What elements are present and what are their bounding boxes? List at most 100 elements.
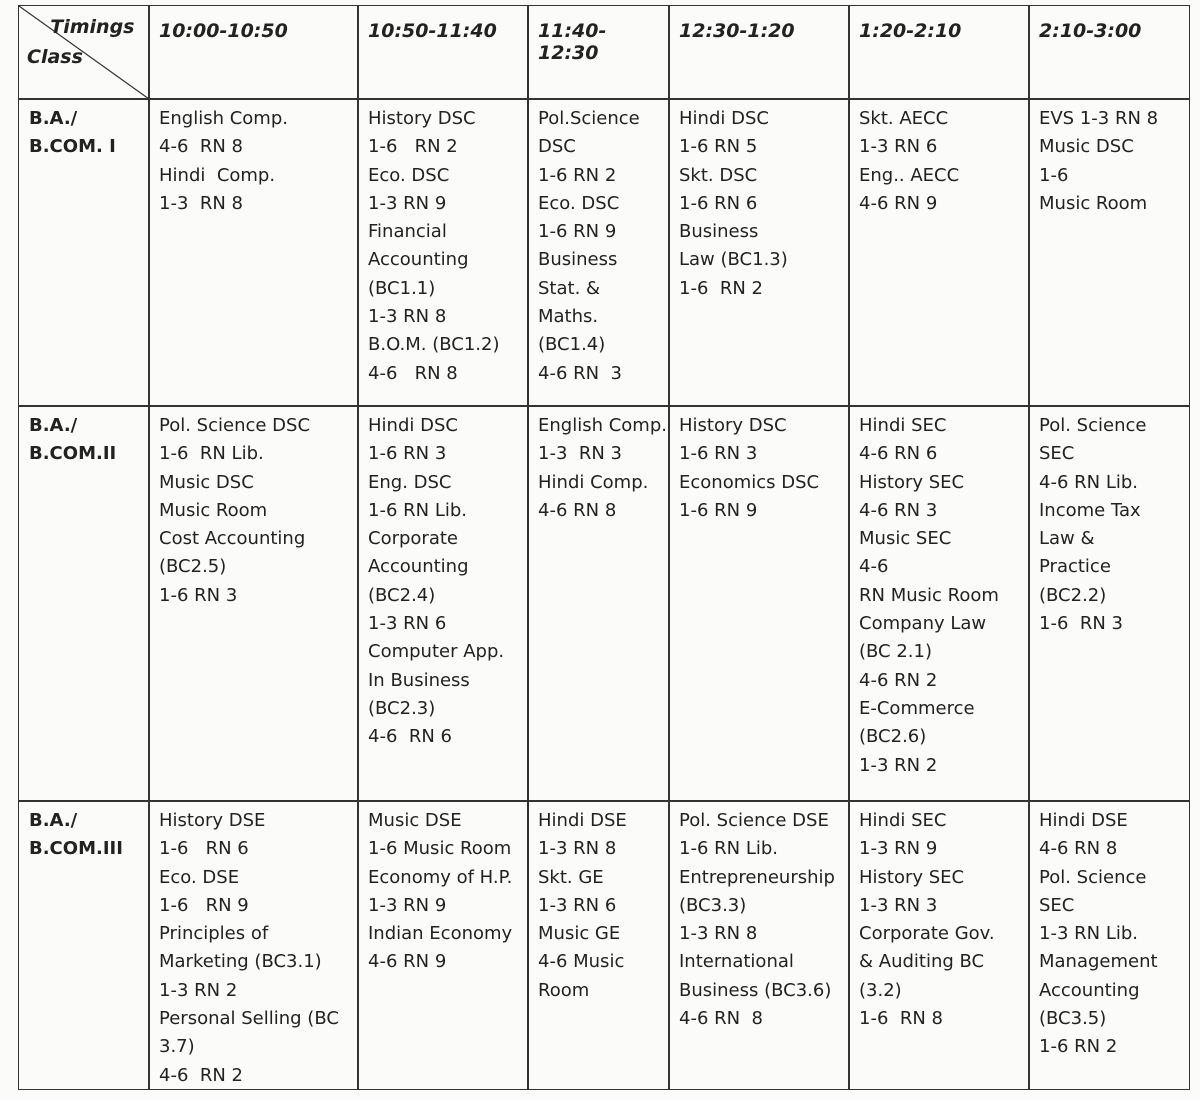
diagonal [19,6,149,99]
schedule-line: Income Tax [1039,499,1141,521]
schedule-line: In Business [368,669,470,691]
schedule-line: Hindi DSE [538,810,627,831]
schedule-line: 1-6 Music Room [368,838,512,860]
schedule-line: 1-6 RN 2 [679,277,763,299]
schedule-cell: Pol.Science DSC 1-6 RN 2 Eco. DSC 1-6 RN 9 Bu… [527,98,670,407]
schedule-line: (BC2.3) [368,697,436,719]
schedule-line: Pol.Science [538,108,640,129]
column-header: 10:50-11:40 [357,5,529,100]
schedule-line: 1-3 RN 2 [159,979,238,1001]
schedule-cell: English Comp. 1-3 RN 3 Hindi Comp. 4-6 RN 8 [527,405,670,802]
schedule-cell: History DSC 1-6 RN 2 Eco. DSC 1-3 RN 9 Finan… [357,98,529,407]
schedule-line: History DSE [159,810,266,831]
schedule-cell: Pol. Science DSE 1-6 RN Lib. Entrepreneurs… [668,800,850,1090]
schedule-cell: EVS 1-3 RN 8 Music DSC 1-6 Music Room [1028,98,1190,407]
class-cell: B.A./ B.COM. I [18,98,150,407]
schedule-cell: Hindi DSC 1-6 RN 3 Eng. DSC 1-6 RN Lib. Corp… [357,405,529,802]
schedule-line: History SEC [859,866,965,888]
schedule-line: 1-6 RN Lib. [679,838,778,860]
schedule-line: Accounting [368,249,469,271]
schedule-line: 4-6 RN 8 [679,1008,763,1030]
schedule-line: 1-3 RN 6 [538,894,617,916]
schedule-line: 1-6 RN 3 [679,443,758,465]
schedule-line: 4-6 RN 9 [368,951,447,973]
schedule-line: 1-3 RN 3 [538,443,622,465]
schedule-line: Eco. DSE [159,866,240,888]
schedule-line: Hindi Comp. [538,471,649,493]
schedule-line: Eco. DSC [368,164,450,186]
schedule-line: History DSC [679,415,787,436]
schedule-line: Stat. & [538,277,601,299]
schedule-line: 1-3 RN Lib. [1039,923,1138,945]
schedule-line: Corporate Gov. [859,923,995,945]
schedule-line: Business [679,221,759,243]
schedule-line: Hindi DSC [679,108,769,129]
schedule-line: 1-6 RN 3 [159,584,238,606]
schedule-line: Skt. AECC [859,108,949,129]
schedule-line: 4-6 RN 6 [368,726,452,748]
schedule-cell: Hindi DSC 1-6 RN 5 Skt. DSC 1-6 RN 6 Busines… [668,98,850,407]
diagonal-line [19,6,149,99]
schedule-line: 1-6 RN 9 [679,499,758,521]
schedule-line: Computer App. [368,641,505,663]
schedule-cell: Music DSE 1-6 Music Room Economy of H.P. 1-… [357,800,529,1090]
schedule-line: 1-6 RN 3 [368,443,447,465]
schedule-cell: History DSE 1-6 RN 6 Eco. DSE 1-6 RN 9 Princ… [148,800,359,1090]
schedule-line: 1-3 RN 8 [368,306,447,328]
schedule-line: 1-6 RN 5 [679,136,758,158]
schedule-line: Marketing (BC3.1) [159,951,322,973]
schedule-line: Hindi SEC [859,810,947,831]
schedule-line: RN Music Room [859,584,999,606]
time-slot: 2:10-3:00 [1039,20,1142,42]
schedule-line: 1-6 RN 9 [538,221,617,243]
schedule-line: Pol. Science [1039,866,1147,888]
schedule-line: Hindi Comp. [159,164,276,186]
schedule-line: (BC2.6) [859,726,927,748]
schedule-line: 4-6 RN Lib. [1039,471,1138,493]
schedule-line: Economics DSC [679,471,820,493]
schedule-line: 4-6 RN 8 [368,362,458,384]
time-slot: 11:40-12:30 [538,20,607,64]
schedule-line: 1-3 RN 9 [859,838,938,860]
schedule-line: (BC 2.1) [859,641,932,663]
schedule-line: English Comp. [538,415,667,436]
time-slot: 10:50-11:40 [368,20,497,42]
schedule-cell: Skt. AECC 1-3 RN 6 Eng.. AECC 4-6 RN 9 [848,98,1030,407]
schedule-line: (BC2.5) [159,556,227,578]
schedule-line: Practice [1039,556,1111,578]
schedule-line: 1-6 RN 2 [1039,1036,1118,1058]
schedule-line: Skt. GE [538,866,604,888]
corner-label: Timings [50,16,135,38]
schedule-line: Music DSE [368,810,462,831]
schedule-line: E-Commerce [859,697,975,719]
schedule-line: Personal Selling (BC [159,1008,339,1030]
schedule-line: Music Room [159,499,268,521]
schedule-line: Music DSC [1039,136,1134,158]
schedule-line: Hindi SEC [859,415,947,436]
schedule-line: 1-6 RN 6 [679,192,758,214]
class-cell: B.A./ B.COM.II [18,405,150,802]
schedule-line: (BC2.2) [1039,584,1107,606]
schedule-line: 4-6 RN 3 [538,362,622,384]
class-label: B.COM. I [29,136,116,157]
schedule-cell: History DSC 1-6 RN 3 Economics DSC 1-6 RN 9 [668,405,850,802]
schedule-line: Business (BC3.6) [679,979,832,1001]
schedule-line: Accounting [1039,979,1140,1001]
schedule-line: (BC3.3) [679,894,747,916]
class-cell: B.A./ B.COM.III [18,800,150,1090]
schedule-line: 1-3 RN 2 [859,754,938,776]
time-slot: 1:20-2:10 [859,20,962,42]
schedule-line: Music DSC [159,471,254,493]
schedule-line: 4-6 RN 2 [859,669,938,691]
schedule-line: B.O.M. (BC1.2) [368,334,500,356]
column-header: 1:20-2:10 [848,5,1030,100]
class-label: B.A./ [29,810,78,831]
time-slot: 10:00-10:50 [159,20,288,42]
schedule-line: Company Law [859,613,987,635]
schedule-line: Economy of H.P. [368,866,513,888]
schedule-line: Cost Accounting [159,528,306,550]
schedule-line: 1-6 RN 8 [859,1008,943,1030]
time-slot: 12:30-1:20 [679,20,795,42]
class-label: B.COM.II [29,443,117,464]
